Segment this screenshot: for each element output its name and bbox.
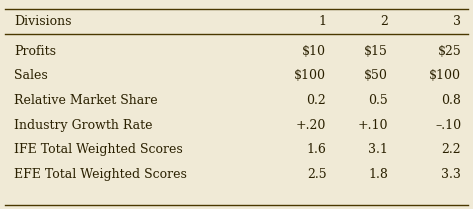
Text: $50: $50 <box>364 69 388 82</box>
Text: 2: 2 <box>380 15 388 28</box>
Text: 1: 1 <box>318 15 326 28</box>
Text: 3.1: 3.1 <box>368 143 388 156</box>
Text: 0.2: 0.2 <box>307 94 326 107</box>
Text: $10: $10 <box>302 45 326 58</box>
Text: Relative Market Share: Relative Market Share <box>14 94 158 107</box>
Text: 3.3: 3.3 <box>441 168 461 181</box>
Text: 1.8: 1.8 <box>368 168 388 181</box>
Text: IFE Total Weighted Scores: IFE Total Weighted Scores <box>14 143 183 156</box>
Text: Profits: Profits <box>14 45 56 58</box>
Text: 2.2: 2.2 <box>442 143 461 156</box>
Text: EFE Total Weighted Scores: EFE Total Weighted Scores <box>14 168 187 181</box>
Text: $25: $25 <box>438 45 461 58</box>
Text: Sales: Sales <box>14 69 48 82</box>
Text: $100: $100 <box>294 69 326 82</box>
Text: 1.6: 1.6 <box>307 143 326 156</box>
Text: Industry Growth Rate: Industry Growth Rate <box>14 119 153 132</box>
Text: 2.5: 2.5 <box>307 168 326 181</box>
Text: +.10: +.10 <box>358 119 388 132</box>
Text: 3: 3 <box>453 15 461 28</box>
Text: Divisions: Divisions <box>14 15 72 28</box>
Text: $15: $15 <box>364 45 388 58</box>
Text: +.20: +.20 <box>296 119 326 132</box>
Text: $100: $100 <box>429 69 461 82</box>
Text: 0.8: 0.8 <box>441 94 461 107</box>
Text: –.10: –.10 <box>435 119 461 132</box>
Text: 0.5: 0.5 <box>368 94 388 107</box>
